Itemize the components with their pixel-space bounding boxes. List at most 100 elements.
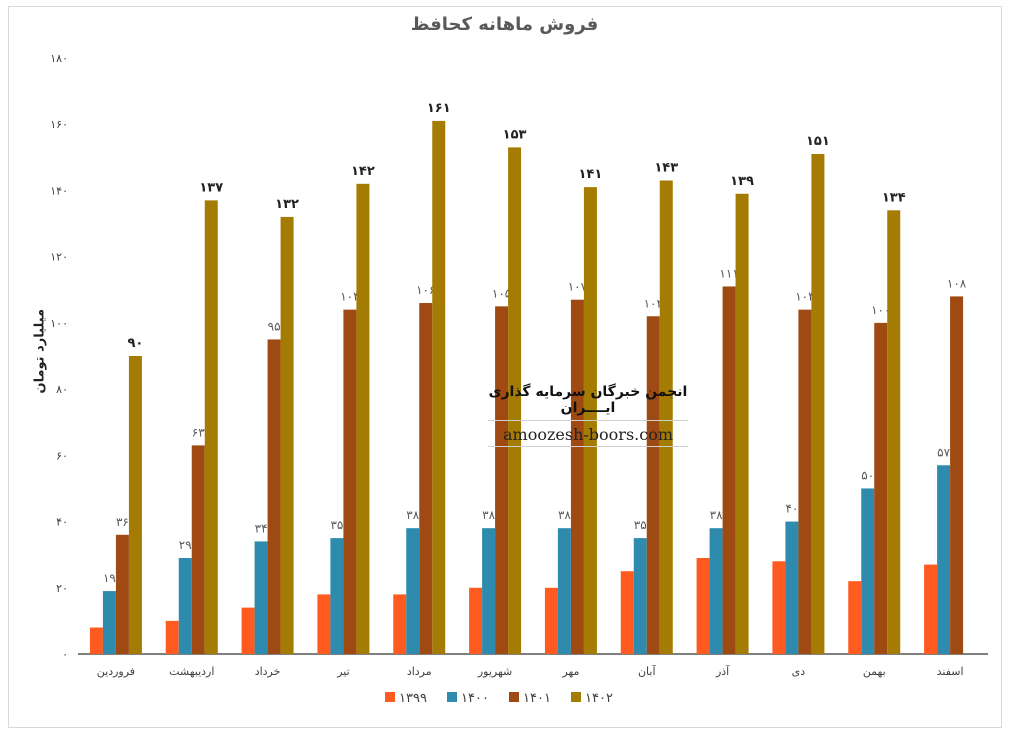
x-tick-label: آبان [638, 664, 656, 678]
data-label: ۲۹ [179, 538, 192, 552]
bar [557, 528, 571, 654]
y-tick-label: ۱۸۰ [50, 52, 68, 65]
x-tick-label: بهمن [863, 665, 886, 678]
data-label: ۳۶ [116, 515, 129, 529]
data-label: ۱۳۷ [199, 180, 223, 195]
x-tick-label: خرداد [255, 665, 281, 678]
bar [317, 594, 331, 654]
watermark-url: amoozesh-boors.com [488, 421, 688, 447]
bar [696, 557, 710, 654]
bar [406, 528, 420, 654]
bar [924, 564, 938, 654]
bar [432, 120, 446, 654]
x-tick-label: فروردین [97, 665, 135, 678]
bar [469, 587, 483, 654]
data-label: ۱۴۱ [579, 167, 603, 182]
bar [722, 286, 736, 654]
bar [950, 296, 964, 654]
legend-swatch [571, 692, 581, 702]
bar [709, 528, 723, 654]
data-label: ۱۰۰ [871, 303, 890, 317]
bar [165, 620, 179, 654]
bar [785, 521, 799, 654]
data-label: ۶۳ [192, 425, 205, 439]
bar [811, 154, 825, 654]
y-tick-label: ۲۰ [56, 582, 68, 595]
bar [89, 627, 103, 654]
bar [659, 180, 673, 654]
bar [772, 561, 786, 654]
data-label: ۳۸ [406, 508, 419, 522]
bar [267, 339, 281, 654]
legend-label: ۱۴۰۲ [585, 691, 613, 706]
data-label: ۵۷ [937, 445, 950, 459]
bar [330, 538, 344, 654]
data-label: ۱۰۲ [644, 296, 663, 310]
bar [482, 528, 496, 654]
bar [848, 581, 862, 654]
data-label: ۳۸ [710, 508, 723, 522]
x-tick-label: شهریور [477, 665, 512, 678]
data-label: ۵۰ [861, 468, 874, 482]
y-tick-label: ۱۶۰ [50, 118, 68, 131]
data-label: ۱۵۱ [806, 134, 830, 149]
bar [191, 445, 205, 654]
bar [798, 309, 812, 654]
y-tick-label: ۸۰ [56, 383, 68, 396]
bar [178, 557, 192, 654]
bar [937, 465, 951, 654]
bar [128, 356, 142, 654]
bar [646, 316, 660, 654]
legend-label: ۱۳۹۹ [399, 691, 427, 706]
legend-swatch [509, 692, 519, 702]
y-tick-label: ۱۴۰ [50, 184, 68, 197]
bar [393, 594, 407, 654]
data-label: ۹۵ [268, 319, 281, 333]
y-tick-label: ۶۰ [56, 449, 68, 462]
bar [241, 607, 255, 654]
bar [495, 306, 509, 654]
bar [620, 571, 634, 654]
data-label: ۱۰۴ [795, 290, 814, 304]
watermark: انجمن خبرگان سرمایه گذاری ایــــران amoo… [488, 384, 688, 447]
bar [419, 303, 433, 654]
data-label: ۱۴۲ [351, 164, 375, 179]
x-tick-label: اسفند [937, 665, 964, 678]
bar [508, 147, 522, 654]
x-tick-label: مهر [561, 665, 579, 678]
bar [874, 322, 888, 654]
watermark-org-name: انجمن خبرگان سرمایه گذاری ایــــران [488, 384, 688, 421]
data-label: ۱۰۵ [492, 286, 511, 300]
data-label: ۳۴ [255, 521, 268, 535]
data-label: ۱۶۱ [427, 101, 451, 116]
x-tick-label: مرداد [407, 665, 432, 678]
data-label: ۳۵ [330, 518, 343, 532]
bar [102, 591, 116, 654]
bar [544, 587, 558, 654]
data-label: ۱۳۹ [730, 174, 754, 189]
x-tick-label: دی [792, 665, 806, 678]
y-tick-label: ۰ [62, 648, 68, 661]
bar [280, 216, 294, 654]
data-label: ۱۴۳ [654, 161, 678, 176]
data-label: ۱۰۴ [340, 290, 359, 304]
data-label: ۱۹ [103, 571, 116, 585]
x-tick-label: اردیبهشت [169, 665, 214, 678]
bar [356, 183, 370, 655]
x-tick-label: آذر [715, 664, 730, 678]
data-label: ۱۰۷ [568, 280, 588, 294]
bar [204, 200, 218, 654]
x-tick-label: تیر [336, 665, 349, 678]
y-tick-label: ۱۲۰ [50, 251, 68, 264]
data-label: ۱۱۱ [719, 266, 738, 280]
legend-swatch [385, 692, 395, 702]
legend-label: ۱۴۰۰ [461, 691, 489, 706]
legend-swatch [447, 692, 457, 702]
y-tick-label: ۴۰ [56, 516, 68, 529]
data-label: ۴۰ [785, 502, 798, 516]
data-label: ۳۸ [558, 508, 571, 522]
data-label: ۱۵۳ [503, 127, 527, 142]
bar [343, 309, 357, 654]
data-label: ۱۳۲ [275, 197, 299, 212]
bar [887, 210, 901, 655]
